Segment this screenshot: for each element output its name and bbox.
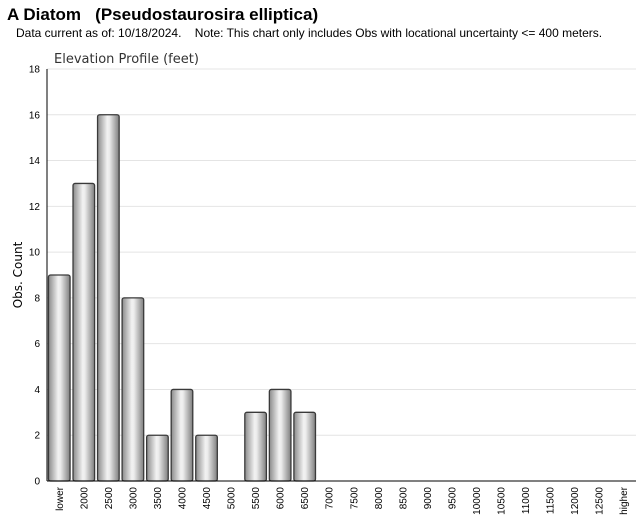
x-tick-label: 9500: [447, 487, 458, 510]
y-tick-label: 14: [29, 156, 41, 167]
x-tick-label: 3000: [128, 487, 139, 510]
x-tick-label: 11500: [546, 487, 557, 515]
x-tick-label: lower: [55, 486, 66, 511]
x-tick-label: 6500: [300, 487, 311, 510]
chart-title: Elevation Profile (feet): [54, 52, 199, 67]
x-tick-label: 12000: [570, 487, 581, 515]
bars: [47, 114, 317, 482]
x-tick-label: 6000: [276, 487, 287, 510]
bar: [268, 388, 292, 482]
x-tick-label: 4500: [202, 487, 213, 510]
y-tick-label: 12: [29, 202, 41, 213]
x-tick-label: 7000: [325, 487, 336, 510]
x-tick-label: 2000: [79, 487, 90, 510]
x-tick-label: 4000: [177, 487, 188, 510]
y-tick-label: 16: [29, 110, 41, 121]
x-tick-label: higher: [619, 486, 630, 514]
y-tick-label: 2: [34, 431, 40, 442]
y-tick-label: 18: [29, 65, 41, 76]
x-tick-label: 5000: [227, 487, 238, 510]
x-tick-label: 5500: [251, 487, 262, 510]
x-tick-label: 10500: [497, 487, 508, 515]
x-tick-label: 3500: [153, 487, 164, 510]
grid-lines: [47, 68, 636, 482]
y-axis-label: Obs. Count: [11, 241, 25, 308]
bar: [195, 434, 218, 482]
bar: [170, 388, 194, 482]
bar: [47, 274, 71, 482]
x-tick-label: 8500: [398, 487, 409, 510]
bar: [244, 411, 268, 482]
y-tick-label: 8: [34, 293, 40, 304]
bar: [96, 114, 120, 482]
bar: [145, 434, 169, 482]
x-tick-label: 2500: [104, 487, 115, 510]
y-tick-label: 10: [29, 248, 41, 259]
x-tick-label: 10000: [472, 487, 483, 515]
page-title: A Diatom (Pseudostaurosira elliptica): [7, 5, 319, 24]
axes: 0 2 4 6 8 10 12 14 16 18 lower 2000 2500 3000 3500 4000…: [29, 65, 636, 515]
x-tick-label: 11000: [521, 487, 532, 515]
data-note: Data current as of: 10/18/2024. Note: Th…: [16, 26, 603, 40]
y-tick-label: 0: [34, 477, 40, 488]
x-tick-label: 7500: [349, 487, 360, 510]
bar: [72, 182, 96, 482]
x-tick-label: 8000: [374, 487, 385, 510]
y-tick-label: 6: [34, 339, 40, 350]
bar: [293, 411, 317, 482]
y-tick-label: 4: [34, 385, 40, 396]
x-tick-label: 12500: [595, 487, 606, 515]
bar: [121, 297, 145, 482]
x-tick-label: 9000: [423, 487, 434, 510]
